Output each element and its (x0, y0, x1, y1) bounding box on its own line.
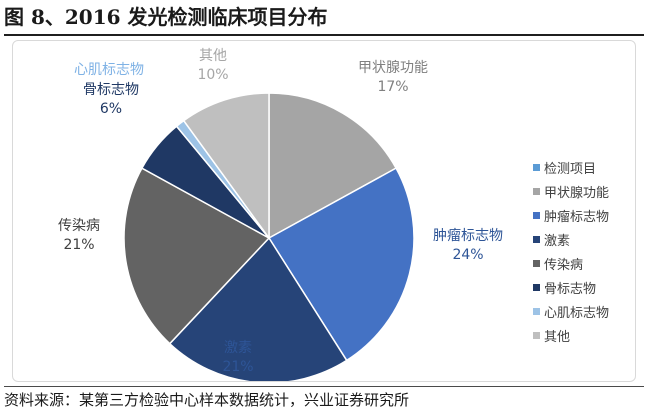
slice-label-name: 传染病 (58, 218, 100, 234)
legend-swatch (533, 331, 540, 339)
pie-slice-4 (123, 167, 271, 345)
chart-frame: 检测项目 甲状腺功能 肿瘤标志物 激素 传染病 骨标志物 心肌标志物 其他 甲状腺功能 17% 肿… (12, 40, 636, 382)
slice-label-name: 肿瘤标志物 (433, 228, 503, 244)
legend-label: 激素 (544, 233, 571, 249)
slice-label-name: 其他 (199, 48, 227, 64)
slice-label-value: 21% (222, 359, 254, 375)
legend-swatch (533, 283, 540, 291)
title-rule (4, 34, 644, 36)
legend-swatch (533, 211, 540, 219)
legend: 检测项目甲状腺功能肿瘤标志物激素传染病骨标志物心肌标志物其他 (533, 155, 643, 347)
figure-title: 图 8、2016 发光检测临床项目分布 (4, 5, 328, 29)
legend-swatch (533, 235, 540, 243)
legend-label: 肿瘤标志物 (544, 209, 610, 225)
slice-label-value: 6% (99, 101, 123, 117)
pie-slice-1 (268, 92, 398, 240)
pie-chart (123, 92, 415, 381)
legend-label: 其他 (544, 329, 571, 345)
slice-label-value: 21% (63, 237, 95, 253)
legend-swatch (533, 307, 540, 315)
source-note: 资料来源：某第三方检验中心样本数据统计，兴业证券研究所 (4, 391, 410, 409)
slice-label-5: 骨标志物 6% (83, 81, 139, 119)
pie-slice-7 (182, 92, 270, 241)
pie-slice-2 (267, 167, 415, 362)
legend-item: 心肌标志物 (533, 299, 643, 323)
legend-label: 骨标志物 (544, 281, 597, 297)
slice-label-3: 激素 21% (222, 339, 253, 377)
slice-label-name: 激素 (224, 340, 252, 356)
source-rule (4, 386, 644, 387)
legend-label: 心肌标志物 (544, 305, 610, 321)
legend-label: 传染病 (544, 257, 584, 273)
slice-label-1: 甲状腺功能 17% (358, 59, 428, 97)
legend-item: 传染病 (533, 251, 643, 275)
slice-label-value: 24% (452, 247, 484, 263)
slice-label-name: 骨标志物 (83, 82, 139, 98)
legend-swatch (533, 163, 540, 171)
legend-item: 骨标志物 (533, 275, 643, 299)
legend-item: 甲状腺功能 (533, 179, 643, 203)
legend-item: 肿瘤标志物 (533, 203, 643, 227)
slice-label-6: 心肌标志物 (74, 61, 144, 80)
slice-label-name: 心肌标志物 (74, 62, 144, 78)
slice-label-value: 17% (377, 79, 409, 95)
legend-swatch (533, 259, 540, 267)
slice-label-7: 其他 10% (197, 47, 228, 85)
legend-item: 激素 (533, 227, 643, 251)
legend-swatch (533, 187, 540, 195)
pie-slice-3 (168, 236, 348, 381)
legend-label: 甲状腺功能 (544, 185, 610, 201)
slice-label-2: 肿瘤标志物 24% (433, 227, 503, 265)
slice-label-value: 10% (197, 67, 229, 83)
slice-label-name: 甲状腺功能 (358, 60, 428, 76)
legend-label: 检测项目 (544, 161, 597, 177)
slice-label-4: 传染病 21% (58, 217, 100, 255)
legend-item: 其他 (533, 323, 643, 347)
legend-item: 检测项目 (533, 155, 643, 179)
